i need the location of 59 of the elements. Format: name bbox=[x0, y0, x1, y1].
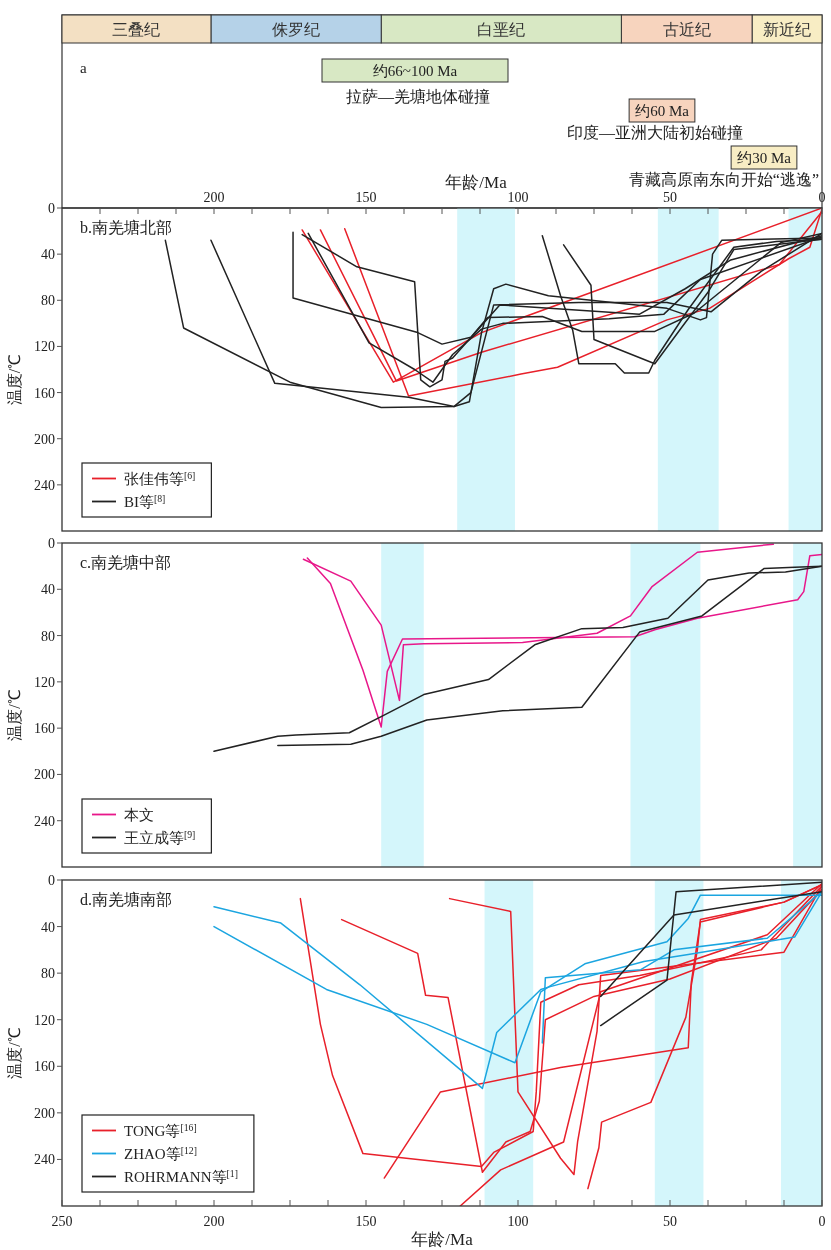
y-tick-label: 200 bbox=[34, 767, 55, 783]
y-tick-label: 0 bbox=[48, 536, 55, 551]
y-tick-label: 120 bbox=[34, 674, 55, 690]
y-tick-label: 160 bbox=[34, 1059, 55, 1075]
text: 约60 Ma bbox=[635, 103, 690, 119]
text: 印度—亚洲大陆初始碰撞 bbox=[567, 124, 743, 141]
x-tick-label: 150 bbox=[355, 1214, 377, 1229]
y-tick-label: 40 bbox=[41, 582, 55, 598]
x-tick-label: 50 bbox=[663, 1214, 677, 1229]
y-tick-label: 40 bbox=[41, 247, 55, 263]
x2-axis-title: 年龄/Ma bbox=[445, 173, 508, 192]
y-tick-label: 200 bbox=[34, 1105, 55, 1121]
y-tick-label: 240 bbox=[34, 477, 55, 493]
x-tick-label: 200 bbox=[203, 1214, 225, 1229]
text: 约30 Ma bbox=[737, 150, 792, 166]
y-axis-title: 温度/℃ bbox=[6, 1027, 23, 1079]
y-tick-label: 160 bbox=[34, 721, 55, 737]
y-axis-title: 温度/℃ bbox=[6, 353, 23, 406]
x-axis-title: 年龄/Ma bbox=[411, 1230, 474, 1249]
legend-label: 本文 bbox=[124, 806, 154, 823]
text: 拉萨—羌塘地体碰撞 bbox=[346, 88, 490, 105]
series-label: 白垩纪 bbox=[477, 21, 526, 38]
y-tick-label: 120 bbox=[34, 339, 55, 355]
x2-tick-label: 0 bbox=[818, 190, 826, 205]
x2-tick-label: 150 bbox=[355, 190, 377, 205]
text: c.南羌塘中部 bbox=[80, 554, 172, 571]
legend-label: TONG等$^{[16]}$ bbox=[124, 1121, 197, 1139]
series-label: 新近纪 bbox=[763, 21, 812, 38]
legend-label: BI等$^{[8]}$ bbox=[124, 492, 166, 510]
text: 约66~100 Ma bbox=[372, 63, 458, 79]
y-tick-label: 40 bbox=[41, 919, 55, 935]
text: b.南羌塘北部 bbox=[80, 219, 172, 236]
x-tick-label: 250 bbox=[51, 1214, 73, 1229]
legend-label: 张佳伟等$^{[6]}$ bbox=[124, 469, 196, 487]
x-tick-label: 100 bbox=[507, 1214, 529, 1229]
series-label: 古近纪 bbox=[662, 21, 711, 38]
text: d.南羌塘南部 bbox=[80, 891, 172, 908]
legend-label: ROHRMANN等$^{[1]}$ bbox=[124, 1167, 238, 1185]
y-tick-label: 80 bbox=[41, 966, 55, 982]
y-tick-label: 200 bbox=[34, 431, 55, 447]
y-tick-label: 0 bbox=[48, 873, 55, 888]
y-axis-title: 温度/℃ bbox=[6, 689, 23, 741]
legend-label: ZHAO等$^{[12]}$ bbox=[124, 1144, 197, 1162]
y-tick-label: 80 bbox=[41, 293, 55, 309]
legend-label: 王立成等$^{[9]}$ bbox=[124, 828, 196, 846]
y-tick-label: 120 bbox=[34, 1012, 55, 1028]
y-tick-label: 80 bbox=[41, 628, 55, 644]
y-tick-label: 0 bbox=[48, 201, 55, 216]
y-tick-label: 240 bbox=[34, 1152, 55, 1168]
y-tick-label: 160 bbox=[34, 385, 55, 401]
series-label: 三叠纪 bbox=[112, 21, 161, 38]
x2-tick-label: 100 bbox=[507, 190, 529, 205]
y-tick-label: 240 bbox=[34, 813, 55, 829]
x2-tick-label: 50 bbox=[663, 190, 677, 205]
x-tick-label: 0 bbox=[818, 1214, 826, 1229]
x2-tick-label: 200 bbox=[203, 190, 225, 205]
text: a bbox=[80, 60, 87, 76]
series-label: 侏罗纪 bbox=[272, 21, 321, 38]
text: 青藏高原南东向开始“逃逸” bbox=[628, 171, 819, 188]
